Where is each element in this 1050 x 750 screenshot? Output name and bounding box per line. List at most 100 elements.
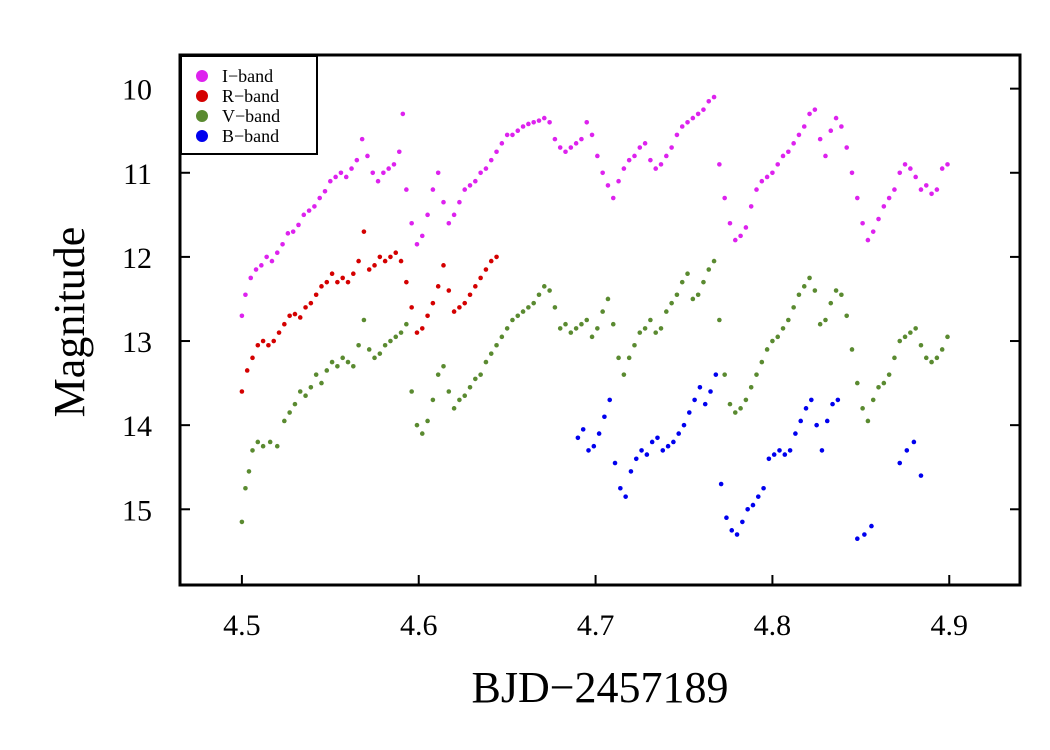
data-point — [929, 191, 934, 197]
data-point — [595, 326, 600, 331]
data-point — [833, 115, 839, 121]
data-point — [255, 439, 261, 445]
legend-label: V−band — [222, 106, 280, 126]
data-point — [780, 326, 786, 331]
data-point — [817, 321, 823, 327]
data-point — [409, 389, 414, 394]
data-point — [267, 439, 273, 445]
data-point — [319, 380, 324, 386]
data-point — [605, 183, 611, 188]
data-point — [280, 241, 285, 247]
data-point — [345, 279, 351, 285]
data-point — [904, 448, 910, 453]
series-v-band — [239, 258, 950, 525]
data-point — [351, 363, 356, 369]
data-point — [860, 220, 865, 226]
data-point — [621, 372, 627, 377]
data-point — [775, 334, 781, 340]
data-point — [759, 178, 765, 184]
data-point — [697, 385, 703, 390]
data-point — [526, 121, 531, 127]
data-point — [759, 359, 765, 365]
data-point — [676, 431, 681, 436]
data-point — [589, 334, 595, 340]
data-point — [393, 334, 399, 340]
data-point — [849, 170, 855, 176]
data-point — [361, 317, 367, 323]
data-point — [777, 448, 782, 453]
data-point — [881, 380, 887, 386]
data-point — [862, 532, 867, 537]
data-point — [573, 141, 579, 146]
data-point — [717, 162, 722, 167]
data-point — [404, 279, 409, 285]
data-point — [828, 128, 834, 134]
data-point — [488, 351, 494, 356]
data-point — [398, 330, 404, 335]
data-point — [812, 107, 818, 112]
series-i-band — [239, 94, 950, 319]
data-point — [897, 170, 903, 176]
data-point — [536, 118, 542, 123]
data-point — [446, 220, 452, 226]
data-point — [446, 389, 452, 394]
y-tick-label: 15 — [122, 494, 152, 527]
data-point — [798, 418, 804, 424]
data-point — [354, 157, 360, 163]
data-point — [706, 267, 712, 272]
data-point — [568, 145, 574, 150]
data-point — [743, 225, 749, 230]
data-point — [282, 418, 287, 424]
data-point — [264, 254, 269, 260]
data-point — [292, 401, 298, 407]
data-point — [274, 250, 280, 255]
data-point — [828, 300, 834, 306]
data-point — [945, 162, 950, 167]
data-point — [621, 166, 627, 171]
data-point — [644, 452, 650, 457]
data-point — [701, 107, 706, 112]
data-point — [239, 389, 245, 394]
data-point — [734, 532, 740, 537]
data-point — [457, 199, 462, 205]
data-point — [632, 342, 637, 348]
data-point — [287, 410, 292, 415]
data-point — [796, 132, 802, 138]
data-point — [722, 372, 727, 377]
data-point — [473, 284, 478, 289]
data-point — [391, 162, 397, 167]
data-point — [669, 145, 674, 150]
data-point — [711, 258, 717, 264]
data-point — [934, 355, 940, 361]
data-point — [913, 174, 918, 180]
data-point — [839, 124, 844, 129]
data-point — [596, 431, 602, 436]
data-point — [396, 149, 402, 155]
data-point — [796, 292, 802, 298]
data-point — [681, 422, 687, 428]
data-point — [690, 115, 696, 121]
data-point — [786, 149, 791, 155]
data-point — [579, 136, 584, 142]
data-point — [812, 288, 818, 293]
data-point — [918, 473, 924, 478]
data-point — [626, 355, 632, 361]
data-point — [462, 300, 468, 306]
data-point — [717, 317, 722, 323]
data-point — [494, 342, 499, 348]
series-r-band — [239, 229, 499, 394]
data-point — [552, 305, 558, 310]
y-tick-label: 14 — [122, 410, 152, 443]
data-point — [306, 208, 312, 213]
data-point — [287, 313, 292, 319]
data-point — [382, 342, 388, 348]
data-point — [869, 523, 874, 529]
data-point — [297, 389, 303, 394]
data-point — [819, 448, 825, 453]
data-point — [702, 401, 708, 407]
data-point — [274, 443, 280, 449]
data-point — [290, 229, 296, 234]
data-point — [269, 258, 275, 264]
data-point — [687, 410, 692, 415]
data-point — [870, 397, 876, 403]
